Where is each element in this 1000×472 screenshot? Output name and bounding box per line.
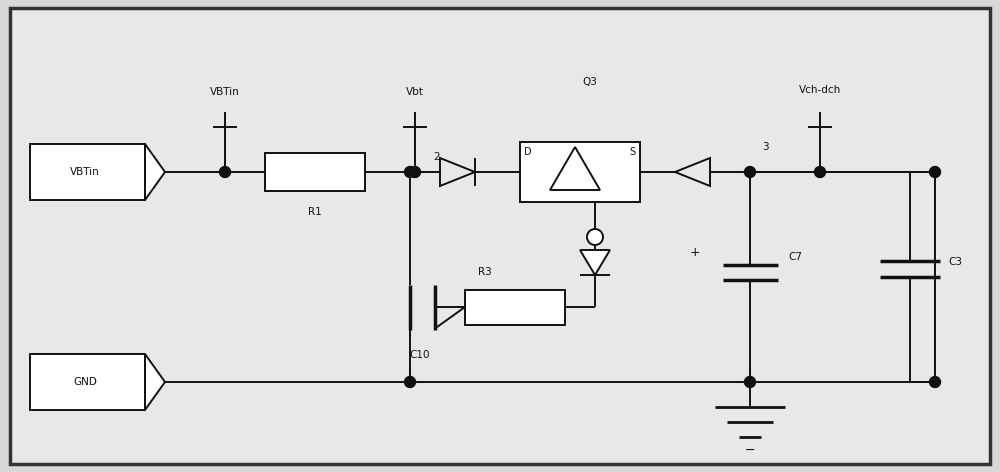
- Text: R1: R1: [308, 207, 322, 217]
- Text: C7: C7: [788, 252, 802, 262]
- Circle shape: [220, 167, 230, 177]
- FancyBboxPatch shape: [10, 8, 990, 464]
- Circle shape: [587, 229, 603, 245]
- Text: Vbt: Vbt: [406, 87, 424, 97]
- Polygon shape: [145, 144, 165, 200]
- Text: +: +: [690, 245, 700, 259]
- Text: 2: 2: [434, 152, 440, 162]
- Text: GND: GND: [73, 377, 97, 387]
- Text: VBTin: VBTin: [70, 167, 100, 177]
- Text: Vch-dch: Vch-dch: [799, 85, 841, 95]
- FancyBboxPatch shape: [30, 354, 145, 410]
- Text: 3: 3: [762, 142, 768, 152]
- Circle shape: [410, 167, 420, 177]
- Text: VBTin: VBTin: [210, 87, 240, 97]
- Circle shape: [404, 167, 416, 177]
- Text: S: S: [629, 147, 635, 157]
- Circle shape: [744, 377, 756, 388]
- Text: C10: C10: [410, 349, 430, 360]
- Polygon shape: [440, 158, 475, 186]
- Polygon shape: [580, 250, 610, 275]
- FancyBboxPatch shape: [265, 153, 365, 191]
- Circle shape: [744, 167, 756, 177]
- Circle shape: [930, 377, 940, 388]
- Text: Q3: Q3: [583, 77, 597, 87]
- Circle shape: [930, 167, 940, 177]
- Text: −: −: [745, 444, 755, 456]
- Text: D: D: [524, 147, 532, 157]
- FancyBboxPatch shape: [520, 142, 640, 202]
- Circle shape: [814, 167, 826, 177]
- Polygon shape: [550, 147, 600, 190]
- Polygon shape: [675, 158, 710, 186]
- Text: C3: C3: [948, 257, 962, 267]
- Circle shape: [404, 377, 416, 388]
- Text: R3: R3: [478, 267, 492, 277]
- FancyBboxPatch shape: [465, 289, 565, 325]
- FancyBboxPatch shape: [30, 144, 145, 200]
- Polygon shape: [145, 354, 165, 410]
